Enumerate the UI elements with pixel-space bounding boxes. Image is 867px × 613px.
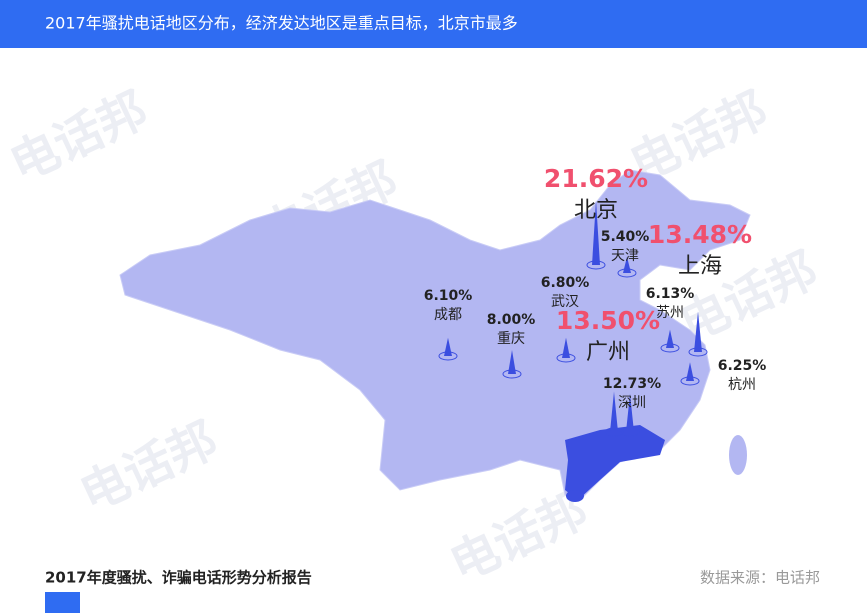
city-spike [610,391,618,432]
city-spike [592,200,600,265]
taiwan [729,435,747,475]
city-spike [694,311,702,352]
city-name: 成都 [434,307,462,323]
city-name: 武汉 [551,294,579,310]
city-spike [562,337,570,358]
city-value: 8.00% [487,312,536,328]
city-spike [444,337,452,356]
city-value: 6.80% [541,275,590,291]
city-name: 重庆 [497,331,525,347]
data-source: 数据来源：电话邦 [700,569,820,587]
watermark: 电话邦 [72,411,226,523]
city-value: 13.48% [648,220,752,249]
hainan [566,490,584,502]
city-spike [686,362,694,381]
city-name: 广州 [586,340,630,365]
city-value: 21.62% [544,164,648,193]
city-spike [508,350,516,374]
city-name: 深圳 [618,395,646,411]
city-name: 上海 [678,254,722,279]
footer-block [45,592,80,613]
city-name: 苏州 [656,305,684,321]
china-map [119,169,751,501]
guangdong [565,425,665,500]
cities: 21.62% 北京 5.40% 天津 13.48% 上海 6.13% 苏州 6.25% 杭州 13.… [424,164,767,437]
city-spike [626,393,634,432]
city-value: 12.73% [603,376,661,392]
city-name: 杭州 [728,377,756,393]
city-spike [623,256,631,273]
city-name: 北京 [574,198,618,223]
city-value: 5.40% [601,229,650,245]
header-title: 2017年骚扰电话地区分布，经济发达地区是重点目标，北京市最多 [45,14,518,33]
watermark: 电话邦 [2,81,156,193]
city-value: 6.10% [424,288,473,304]
report-title: 2017年度骚扰、诈骗电话形势分析报告 [45,569,312,587]
city-name: 天津 [611,248,639,264]
city-value: 6.13% [646,286,695,302]
city-spike [666,329,674,348]
header-bar [0,0,867,48]
city-value: 13.50% [556,306,660,335]
city-value: 6.25% [718,358,767,374]
